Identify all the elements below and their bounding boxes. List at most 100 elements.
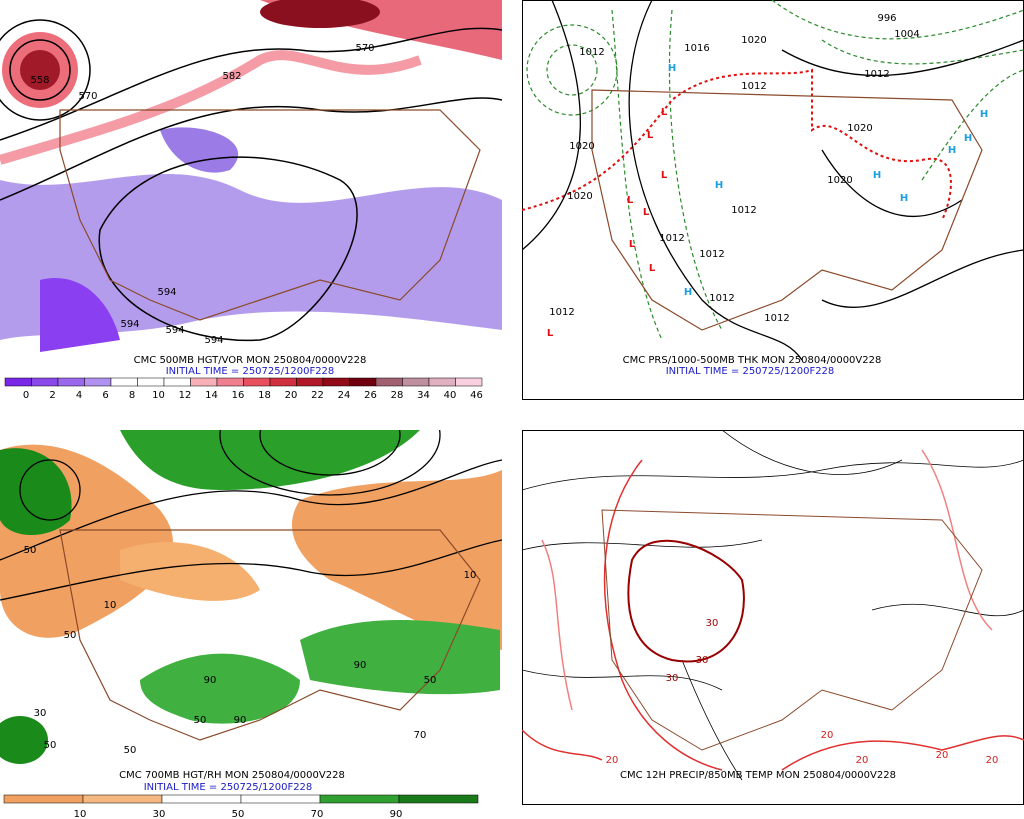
contour-label: 50 bbox=[64, 630, 77, 641]
contour-label: 1012 bbox=[709, 293, 734, 304]
low-marker: L bbox=[643, 207, 650, 218]
colorbar-swatch bbox=[269, 377, 297, 387]
contour-label: 558 bbox=[30, 75, 49, 86]
colorbar-swatch bbox=[4, 377, 32, 387]
country-borders bbox=[59, 109, 481, 321]
colorbar-label: 18 bbox=[258, 390, 271, 400]
low-marker: L bbox=[629, 239, 636, 250]
colorbar-swatch bbox=[137, 377, 165, 387]
low-marker: L bbox=[547, 328, 554, 339]
colorbar-swatch bbox=[455, 377, 483, 387]
contour-label: 594 bbox=[157, 287, 176, 298]
contour-label: 90 bbox=[354, 660, 367, 671]
country-borders bbox=[591, 89, 983, 331]
colorbar-swatch bbox=[3, 794, 84, 804]
contour-label: 20 bbox=[856, 755, 869, 766]
colorbar-swatch bbox=[319, 794, 400, 804]
colorbar-swatch bbox=[398, 794, 479, 804]
moist-area bbox=[0, 448, 72, 535]
contour-label: 570 bbox=[355, 43, 374, 54]
panel-vorticity: CMC 500MB HGT/VOR MON 250804/0000V228 IN… bbox=[0, 0, 502, 400]
contour-label: 1012 bbox=[659, 233, 684, 244]
contour-label: 10 bbox=[104, 600, 117, 611]
colorbar-swatch bbox=[375, 377, 403, 387]
contour-label: 50 bbox=[194, 715, 207, 726]
panel-title: CMC PRS/1000-500MB THK MON 250804/0000V2… bbox=[623, 355, 882, 366]
colorbar-swatch bbox=[163, 377, 191, 387]
vorticity-area bbox=[40, 278, 120, 352]
height-contours bbox=[0, 19, 502, 342]
contour-label: 20 bbox=[821, 730, 834, 741]
contour-label: 1020 bbox=[741, 35, 766, 46]
colorbar-swatch bbox=[31, 377, 59, 387]
temp-15 bbox=[541, 449, 993, 711]
height-contours bbox=[0, 430, 502, 601]
colorbar-label: 24 bbox=[338, 390, 351, 400]
contour-label: 570 bbox=[78, 91, 97, 102]
contour-label: 50 bbox=[124, 745, 137, 756]
colorbar-label: 22 bbox=[311, 390, 324, 400]
vorticity-area bbox=[0, 173, 502, 340]
contour-label: 30 bbox=[666, 673, 679, 684]
high-marker: H bbox=[948, 145, 956, 156]
colorbar-swatch bbox=[349, 377, 377, 387]
low-marker: L bbox=[647, 130, 654, 141]
country-borders bbox=[59, 529, 481, 741]
colorbar-swatch bbox=[82, 794, 163, 804]
colorbar-label: 40 bbox=[444, 390, 457, 400]
colorbar-label: 14 bbox=[205, 390, 218, 400]
moist-area bbox=[0, 716, 48, 764]
colorbar-swatch bbox=[296, 377, 324, 387]
contour-label: 90 bbox=[234, 715, 247, 726]
colorbar-swatch bbox=[240, 794, 321, 804]
colorbar-swatch bbox=[428, 377, 456, 387]
moist-area bbox=[300, 620, 500, 695]
country-borders bbox=[601, 509, 983, 751]
colorbar-label: 8 bbox=[129, 390, 135, 400]
panel-humidity: CMC 700MB HGT/RH MON 250804/0000V228 INI… bbox=[0, 430, 502, 819]
colorbar-label: 4 bbox=[76, 390, 82, 400]
vorticity-area bbox=[20, 50, 60, 90]
contour-label: 20 bbox=[936, 750, 949, 761]
thickness-540 bbox=[522, 68, 952, 221]
colorbar-label: 20 bbox=[285, 390, 298, 400]
colorbar-label: 2 bbox=[49, 390, 55, 400]
contour-label: 1020 bbox=[827, 175, 852, 186]
contour-label: 50 bbox=[44, 740, 57, 751]
low-marker: L bbox=[661, 107, 668, 118]
contour-label: 1012 bbox=[741, 81, 766, 92]
moist-area bbox=[140, 653, 300, 724]
colorbar-label: 10 bbox=[74, 809, 87, 819]
low-marker: L bbox=[661, 170, 668, 181]
contour-label: 10 bbox=[464, 570, 477, 581]
contour-label: 1012 bbox=[731, 205, 756, 216]
colorbar-swatch bbox=[161, 794, 242, 804]
contour-label: 996 bbox=[877, 13, 896, 24]
colorbar-label: 50 bbox=[232, 809, 245, 819]
low-marker: L bbox=[649, 263, 656, 274]
contour-label: 1012 bbox=[549, 307, 574, 318]
colorbar-swatch bbox=[110, 377, 138, 387]
colorbar-swatch bbox=[216, 377, 244, 387]
high-marker: H bbox=[964, 133, 972, 144]
panel-title: CMC 12H PRECIP/850MB TEMP MON 250804/000… bbox=[620, 770, 896, 781]
isobars bbox=[522, 0, 1024, 361]
colorbar-swatch bbox=[84, 377, 112, 387]
colorbar-label: 30 bbox=[153, 809, 166, 819]
moist-area bbox=[120, 430, 420, 490]
colorbar-label: 28 bbox=[391, 390, 404, 400]
temp-30 bbox=[627, 539, 745, 663]
contour-label: 1004 bbox=[894, 29, 919, 40]
contour-label: 70 bbox=[414, 730, 427, 741]
vorticity-area bbox=[260, 0, 380, 28]
high-marker: H bbox=[684, 287, 692, 298]
contour-label: 1020 bbox=[567, 191, 592, 202]
colorbar-label: 10 bbox=[152, 390, 165, 400]
frame bbox=[522, 430, 1024, 805]
contour-label: 594 bbox=[120, 319, 139, 330]
contour-label: 1012 bbox=[864, 69, 889, 80]
colorbar-label: 46 bbox=[470, 390, 483, 400]
contour-label: 20 bbox=[606, 755, 619, 766]
panel-precip: CMC 12H PRECIP/850MB TEMP MON 250804/000… bbox=[522, 430, 1024, 805]
